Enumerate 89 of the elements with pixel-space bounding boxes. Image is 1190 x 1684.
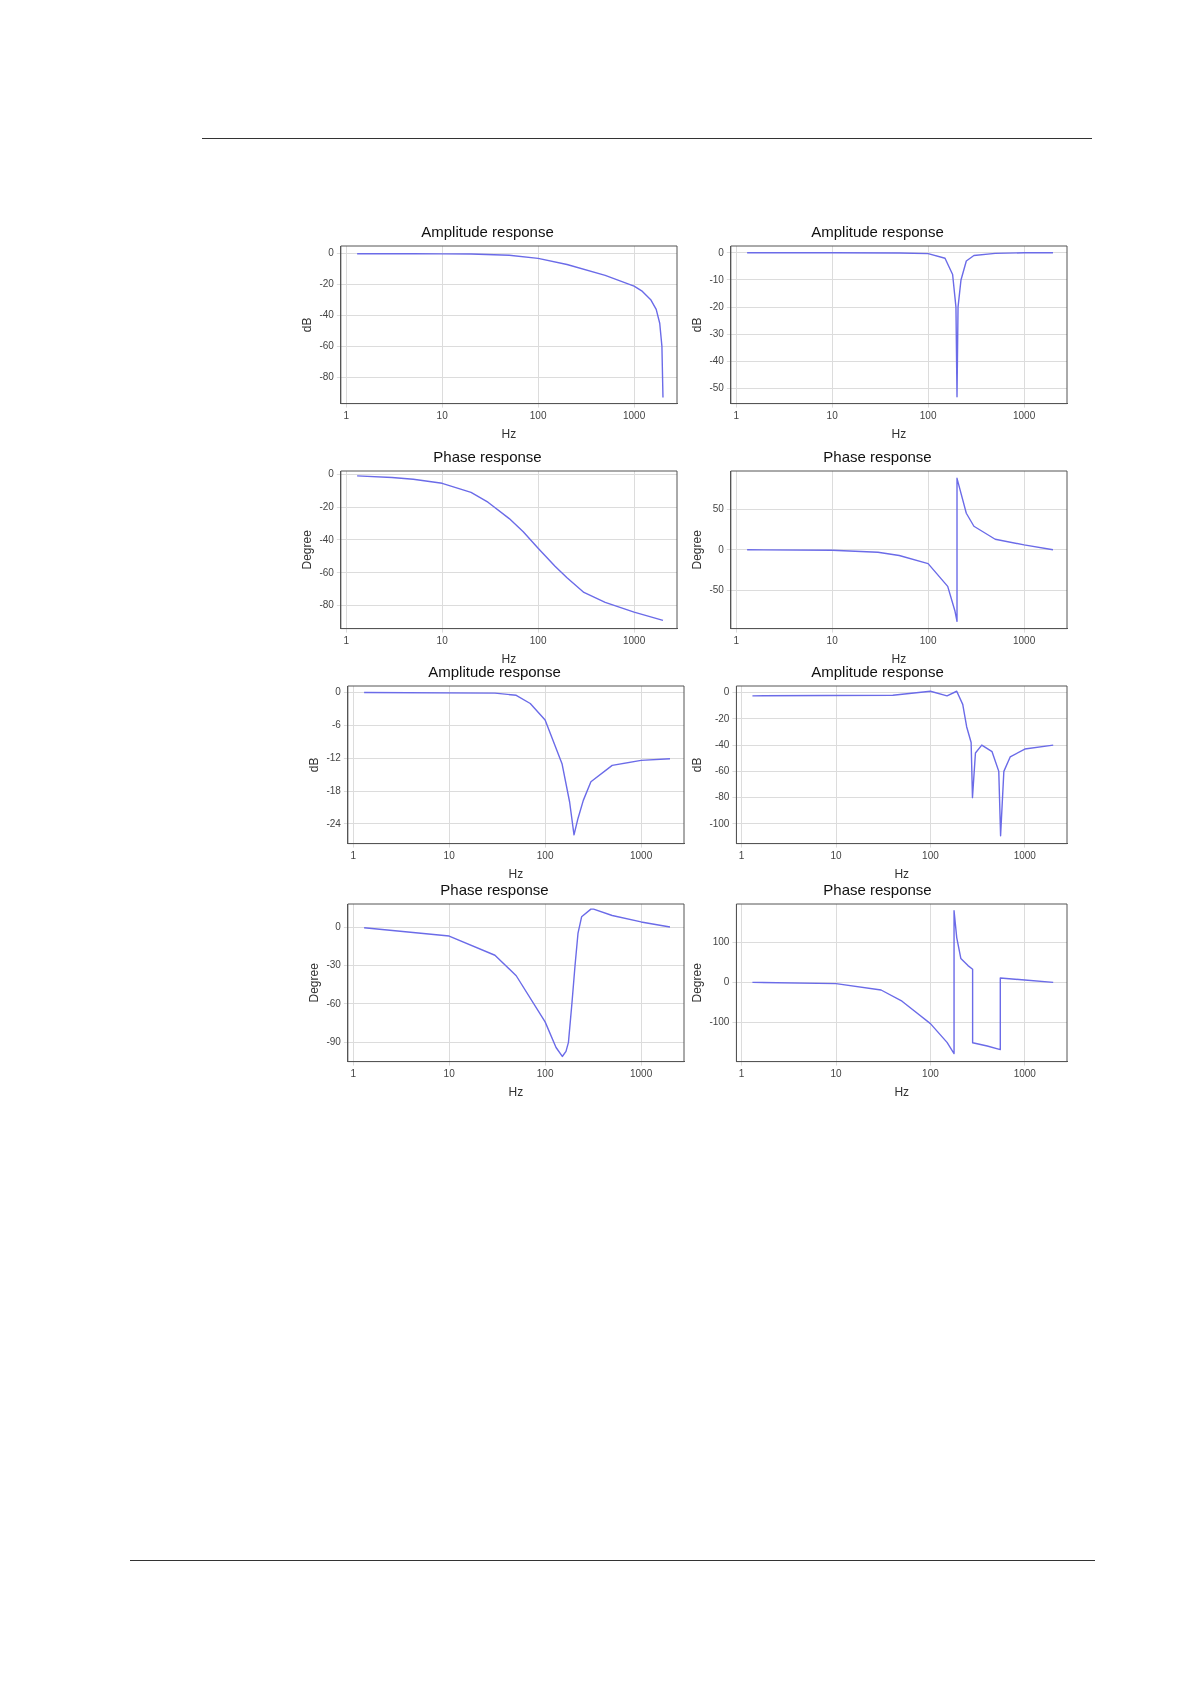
x-tick-label: 1000 (1013, 1068, 1037, 1080)
y-tick-label: -80 (319, 599, 335, 611)
y-tick-label: -40 (319, 533, 335, 545)
x-axis-title: Hz (508, 1085, 524, 1100)
x-tick-label: 10 (830, 1068, 843, 1080)
y-tick-label: -50 (709, 382, 725, 394)
x-tick-label: 1 (733, 635, 740, 647)
y-tick-label: -80 (714, 791, 730, 803)
y-tick-label: -100 (709, 817, 730, 829)
x-tick-label: 1000 (629, 850, 653, 862)
x-tick-label: 100 (922, 850, 940, 862)
y-axis-title: dB (299, 317, 314, 333)
chart-title: Phase response (823, 881, 932, 899)
x-tick-label: 1000 (622, 410, 646, 422)
y-tick-label: -20 (319, 278, 335, 290)
x-tick-label: 100 (529, 635, 547, 647)
chart-title: Amplitude response (421, 223, 554, 241)
y-tick-label: -12 (326, 751, 342, 763)
x-tick-label: 1000 (1012, 410, 1036, 422)
chart-title: Phase response (433, 448, 542, 466)
x-tick-label: 100 (919, 635, 937, 647)
x-tick-label: 1 (733, 410, 740, 422)
y-tick-label: -90 (326, 1036, 342, 1048)
y-tick-label: 0 (328, 247, 335, 259)
y-tick-label: -30 (326, 959, 342, 971)
x-tick-label: 100 (922, 1068, 940, 1080)
y-axis-title: Degree (689, 962, 704, 1003)
x-axis-title: Hz (891, 427, 907, 442)
x-tick-label: 100 (536, 850, 554, 862)
y-tick-label: -6 (331, 719, 342, 731)
y-tick-label: -60 (319, 340, 335, 352)
y-axis-title: Degree (689, 529, 704, 570)
y-axis-title: dB (306, 757, 321, 773)
y-tick-label: 50 (712, 502, 725, 514)
x-tick-label: 10 (826, 410, 839, 422)
y-axis-title: Degree (306, 962, 321, 1003)
x-tick-label: 1 (350, 1068, 357, 1080)
x-tick-label: 1000 (622, 635, 646, 647)
y-tick-label: 0 (335, 686, 342, 698)
y-tick-label: -50 (709, 584, 725, 596)
y-tick-label: -10 (709, 273, 725, 285)
x-tick-label: 10 (443, 850, 456, 862)
x-tick-label: 10 (830, 850, 843, 862)
x-tick-label: 1000 (1012, 635, 1036, 647)
x-tick-label: 100 (919, 410, 937, 422)
x-axis-title: Hz (894, 867, 910, 882)
x-tick-label: 1000 (1013, 850, 1037, 862)
chart-title: Phase response (440, 881, 549, 899)
y-tick-label: 0 (335, 920, 342, 932)
x-tick-label: 10 (436, 410, 449, 422)
x-tick-label: 10 (826, 635, 839, 647)
x-tick-label: 1 (343, 635, 350, 647)
x-tick-label: 100 (536, 1068, 554, 1080)
y-tick-label: 0 (328, 468, 335, 480)
y-tick-label: -60 (319, 566, 335, 578)
x-tick-label: 10 (436, 635, 449, 647)
x-tick-label: 10 (443, 1068, 456, 1080)
x-axis-title: Hz (508, 867, 524, 882)
x-tick-label: 1 (738, 850, 745, 862)
y-tick-label: -100 (709, 1016, 730, 1028)
y-tick-label: 0 (718, 246, 725, 258)
chart-title: Phase response (823, 448, 932, 466)
y-tick-label: -24 (326, 817, 342, 829)
chart-title: Amplitude response (811, 223, 944, 241)
x-axis-title: Hz (501, 427, 517, 442)
x-tick-label: 1 (738, 1068, 745, 1080)
y-tick-label: -30 (709, 328, 725, 340)
x-tick-label: 1 (350, 850, 357, 862)
y-tick-label: -20 (714, 712, 730, 724)
x-tick-label: 1 (343, 410, 350, 422)
y-tick-label: 100 (712, 936, 730, 948)
y-tick-label: -20 (709, 300, 725, 312)
x-tick-label: 1000 (629, 1068, 653, 1080)
y-axis-title: dB (689, 757, 704, 773)
y-axis-title: dB (689, 317, 704, 333)
y-tick-label: -60 (326, 997, 342, 1009)
y-tick-label: -60 (714, 765, 730, 777)
y-tick-label: 0 (723, 976, 730, 988)
y-tick-label: -40 (709, 355, 725, 367)
y-axis-title: Degree (299, 529, 314, 570)
y-tick-label: -80 (319, 371, 335, 383)
x-tick-label: 100 (529, 410, 547, 422)
y-tick-label: 0 (723, 686, 730, 698)
y-tick-label: 0 (718, 543, 725, 555)
y-tick-label: -20 (319, 500, 335, 512)
y-tick-label: -40 (714, 738, 730, 750)
x-axis-title: Hz (894, 1085, 910, 1100)
y-tick-label: -40 (319, 309, 335, 321)
y-tick-label: -18 (326, 784, 342, 796)
